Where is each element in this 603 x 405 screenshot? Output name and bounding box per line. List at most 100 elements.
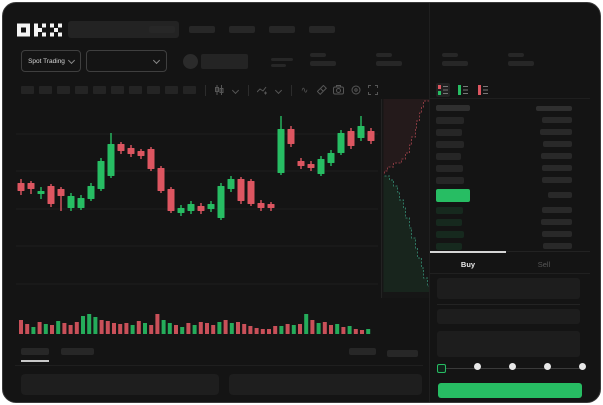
- timeframe-button[interactable]: [183, 86, 196, 94]
- chart-toolbar: ∿: [21, 83, 421, 97]
- ask-row[interactable]: [436, 150, 572, 162]
- nav-item[interactable]: [229, 26, 255, 33]
- chevron-down-icon: [67, 56, 75, 64]
- indicators-icon[interactable]: [255, 84, 268, 97]
- price-mode-toggle-icon[interactable]: [183, 54, 198, 69]
- search-input[interactable]: [68, 21, 179, 38]
- tab-buy[interactable]: Buy: [460, 260, 476, 269]
- slider-stop[interactable]: [508, 363, 516, 370]
- chevron-down-icon[interactable]: [272, 84, 285, 97]
- draw-tool-icon[interactable]: [315, 84, 328, 97]
- candle-body: [197, 206, 205, 211]
- candle-body: [347, 131, 355, 146]
- fullscreen-icon[interactable]: [366, 84, 379, 97]
- chevron-down-icon[interactable]: [229, 84, 242, 97]
- depth-chart: [383, 99, 430, 292]
- list-toggle-icon[interactable]: [271, 58, 293, 68]
- last-price-row[interactable]: [436, 186, 572, 204]
- market-type-selector[interactable]: Spot Trading: [21, 50, 81, 72]
- candlestick-chart[interactable]: [16, 99, 430, 298]
- nav-item[interactable]: [189, 26, 215, 33]
- pair-selector[interactable]: [86, 50, 167, 72]
- bottom-tab-history[interactable]: [61, 348, 94, 355]
- timeframe-button[interactable]: [57, 86, 70, 94]
- book-header-row[interactable]: [436, 102, 572, 114]
- amount-field[interactable]: [437, 309, 580, 324]
- timeframe-button[interactable]: [165, 86, 178, 94]
- timeframe-button[interactable]: [21, 86, 34, 94]
- bottom-link-1[interactable]: [349, 348, 376, 355]
- timeframe-button[interactable]: [75, 86, 88, 94]
- amount-slider[interactable]: [430, 363, 590, 376]
- bottom-bar: [3, 343, 429, 402]
- stat-value: [376, 61, 402, 66]
- bid-row[interactable]: [436, 228, 572, 240]
- trade-tabs: Buy Sell: [430, 251, 590, 273]
- slider-stop[interactable]: [473, 363, 481, 370]
- ticker-stat: [310, 53, 336, 66]
- settings-circle-icon[interactable]: [349, 84, 362, 97]
- asks-book-icon[interactable]: [476, 83, 490, 97]
- timeframe-button[interactable]: [147, 86, 160, 94]
- bid-row[interactable]: [436, 204, 572, 216]
- ask-row[interactable]: [436, 114, 572, 126]
- header-action-chip[interactable]: [201, 54, 248, 69]
- camera-icon[interactable]: [332, 84, 345, 97]
- candle-body: [297, 161, 305, 166]
- volume-bar: [105, 321, 110, 334]
- volume-bar: [335, 324, 340, 334]
- volume-bar: [130, 325, 135, 334]
- stat-value: [442, 61, 468, 66]
- candle-body: [277, 129, 285, 173]
- book-amount-cell: [542, 231, 572, 237]
- candle-body: [287, 129, 295, 144]
- candle-body: [77, 198, 85, 208]
- candle-body: [167, 189, 175, 211]
- combined-book-icon[interactable]: [436, 83, 450, 97]
- slider-stop[interactable]: [578, 363, 586, 370]
- volume-bar: [174, 325, 178, 334]
- timeframe-button[interactable]: [111, 86, 124, 94]
- bottom-panel-right[interactable]: [229, 374, 422, 395]
- candle-body: [127, 148, 135, 154]
- ticker-stats: [310, 53, 534, 66]
- candle-body: [217, 186, 225, 218]
- line-tool-icon[interactable]: ∿: [300, 84, 309, 95]
- volume-bar: [155, 314, 160, 334]
- book-price-cell: [436, 128, 462, 136]
- book-price-cell: [436, 176, 464, 184]
- timeframe-button[interactable]: [129, 86, 142, 94]
- volume-bar: [186, 323, 191, 334]
- candle-body: [137, 151, 145, 156]
- buy-submit-button[interactable]: [438, 383, 582, 398]
- candle-style-icon[interactable]: [212, 84, 225, 97]
- volume-bar: [298, 324, 302, 334]
- timeframe-button[interactable]: [39, 86, 52, 94]
- ask-row[interactable]: [436, 162, 572, 174]
- volume-bar: [180, 327, 185, 334]
- bottom-panel-left[interactable]: [21, 374, 219, 395]
- bid-row[interactable]: [436, 240, 572, 252]
- candle-body: [257, 203, 265, 208]
- slider-stop[interactable]: [543, 363, 551, 370]
- timeframe-button[interactable]: [93, 86, 106, 94]
- bottom-tab-orders[interactable]: [21, 348, 49, 355]
- bottom-link-2[interactable]: [387, 350, 418, 357]
- volume-bars: [19, 314, 371, 334]
- ask-row[interactable]: [436, 126, 572, 138]
- volume-bar: [242, 324, 247, 334]
- slider-handle[interactable]: [437, 363, 446, 373]
- nav-item[interactable]: [149, 26, 175, 33]
- ask-row[interactable]: [436, 174, 572, 186]
- price-field[interactable]: [437, 278, 580, 299]
- nav-item[interactable]: [269, 26, 295, 33]
- volume-bar: [236, 322, 240, 334]
- ask-row[interactable]: [436, 138, 572, 150]
- bid-row[interactable]: [436, 216, 572, 228]
- candle-body: [227, 179, 235, 189]
- nav-item[interactable]: [309, 26, 335, 33]
- candle-body: [87, 186, 95, 199]
- bids-book-icon[interactable]: [456, 83, 470, 97]
- tab-sell[interactable]: Sell: [537, 260, 551, 269]
- total-field[interactable]: [437, 331, 580, 357]
